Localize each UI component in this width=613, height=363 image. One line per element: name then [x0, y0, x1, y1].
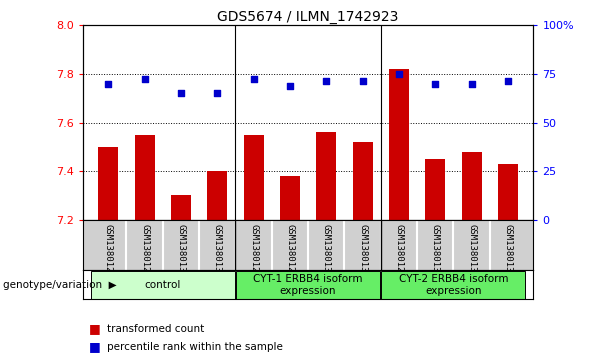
Point [321, 78, 331, 84]
Text: GSM1380125: GSM1380125 [104, 224, 113, 277]
Bar [243, 135, 264, 220]
Point [430, 81, 440, 87]
Bar [498, 164, 518, 220]
Text: genotype/variation  ▶: genotype/variation ▶ [3, 280, 116, 290]
Point [466, 81, 476, 87]
Text: ■: ■ [89, 340, 101, 353]
Text: GSM1380134: GSM1380134 [358, 224, 367, 277]
Text: GSM1380128: GSM1380128 [286, 224, 294, 277]
Text: ■: ■ [89, 322, 101, 335]
Text: CYT-2 ERBB4 isoform
expression: CYT-2 ERBB4 isoform expression [398, 274, 508, 296]
Bar [462, 152, 482, 220]
Bar [316, 132, 336, 220]
Bar [91, 271, 235, 299]
Text: control: control [145, 280, 181, 290]
Bar [236, 271, 380, 299]
Bar [134, 135, 154, 220]
Bar [352, 142, 373, 220]
Text: GSM1380132: GSM1380132 [213, 224, 222, 277]
Bar [280, 176, 300, 220]
Bar [207, 171, 227, 220]
Text: GSM1380136: GSM1380136 [503, 224, 512, 277]
Point [103, 81, 113, 87]
Text: percentile rank within the sample: percentile rank within the sample [107, 342, 283, 352]
Text: GSM1380130: GSM1380130 [431, 224, 440, 277]
Text: GSM1380126: GSM1380126 [140, 224, 149, 277]
Point [503, 78, 513, 84]
Point [140, 76, 150, 82]
Point [249, 76, 259, 82]
Title: GDS5674 / ILMN_1742923: GDS5674 / ILMN_1742923 [218, 11, 398, 24]
Bar [171, 195, 191, 220]
Point [357, 78, 367, 84]
Text: GSM1380127: GSM1380127 [249, 224, 258, 277]
Bar [381, 271, 525, 299]
Text: GSM1380131: GSM1380131 [177, 224, 185, 277]
Point [212, 90, 222, 96]
Text: CYT-1 ERBB4 isoform
expression: CYT-1 ERBB4 isoform expression [253, 274, 363, 296]
Text: GSM1380129: GSM1380129 [394, 224, 403, 277]
Text: GSM1380133: GSM1380133 [322, 224, 330, 277]
Point [176, 90, 186, 96]
Bar [425, 159, 445, 220]
Text: GSM1380135: GSM1380135 [467, 224, 476, 277]
Point [285, 83, 295, 89]
Point [394, 71, 404, 77]
Text: transformed count: transformed count [107, 323, 205, 334]
Bar [98, 147, 118, 220]
Bar [389, 69, 409, 220]
